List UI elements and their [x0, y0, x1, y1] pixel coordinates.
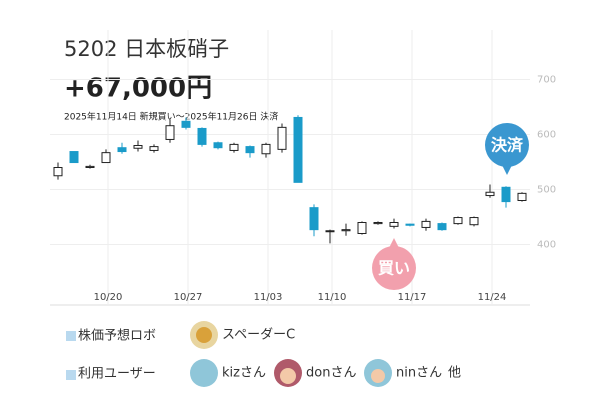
- candle-body: [437, 223, 447, 231]
- x-tick-label: 11/10: [318, 292, 347, 303]
- candle-body: [453, 217, 463, 225]
- robot-icon-inner: [196, 327, 212, 343]
- settle-bubble-tip: [501, 163, 513, 175]
- candle-body: [485, 191, 495, 197]
- candle-body: [165, 125, 175, 140]
- candle-body: [389, 222, 399, 227]
- x-tick-label: 11/03: [254, 292, 283, 303]
- avatar-face: [371, 369, 385, 383]
- candle-body: [517, 192, 527, 202]
- x-tick-label: 10/27: [174, 292, 203, 303]
- user-name: kizさん: [222, 366, 266, 381]
- candle-body: [85, 165, 95, 168]
- period: 2025年11月14日 新規買い〜2025年11月26日 決済: [64, 111, 278, 123]
- candle-body: [373, 222, 383, 225]
- candle-body: [245, 146, 255, 154]
- user-name: ninさん: [396, 366, 442, 381]
- annotation: 買い: [378, 259, 410, 278]
- candle-body: [421, 220, 431, 228]
- candle-body: [149, 146, 159, 151]
- y-tick-label: 600: [537, 130, 556, 141]
- candle-body: [341, 229, 351, 232]
- robot-name: スペーダーC: [222, 328, 295, 343]
- buy-bubble: [372, 246, 416, 290]
- candle-body: [277, 126, 287, 150]
- bullet: [66, 331, 76, 341]
- candle-body: [197, 127, 207, 145]
- chart: 400 500 600 700 10/20 10/27 11/03 11/10 11/17 11/…: [50, 30, 556, 306]
- candle-body: [69, 151, 79, 164]
- candle-body: [261, 143, 271, 155]
- settle-bubble: [485, 123, 529, 167]
- user-name: donさん: [306, 366, 356, 381]
- users-label: 利用ユーザー: [78, 367, 156, 382]
- y-tick-label: 400: [537, 240, 556, 251]
- bullet: [66, 370, 76, 380]
- title: 5202 日本板硝子: [64, 37, 229, 61]
- candle-body: [53, 167, 63, 177]
- candle-body: [117, 147, 127, 153]
- candle-body: [309, 207, 319, 231]
- x-tick-label: 11/24: [478, 292, 507, 303]
- robot-label: 株価予想ロボ: [78, 328, 156, 344]
- avatar: [190, 359, 218, 387]
- candle-body: [469, 217, 479, 226]
- annotation: 決済: [491, 136, 524, 155]
- candle-body: [325, 230, 335, 233]
- x-tick-label: 11/17: [398, 292, 427, 303]
- y-tick-label: 500: [537, 185, 556, 196]
- x-tick-label: 10/20: [94, 292, 123, 303]
- candle-body: [501, 186, 511, 203]
- others: 他: [448, 366, 461, 381]
- candle-body: [357, 222, 367, 234]
- candle-body: [405, 223, 415, 226]
- candle-body: [101, 152, 111, 164]
- avatar-face: [280, 368, 296, 384]
- y-tick-label: 700: [537, 75, 556, 86]
- profit: +67,000円: [64, 74, 212, 104]
- candle-body: [213, 142, 223, 149]
- candle-body: [133, 145, 143, 149]
- candle-body: [181, 120, 191, 128]
- buy-bubble-tip: [388, 238, 400, 250]
- candle-body: [293, 116, 303, 183]
- candle-body: [229, 143, 239, 151]
